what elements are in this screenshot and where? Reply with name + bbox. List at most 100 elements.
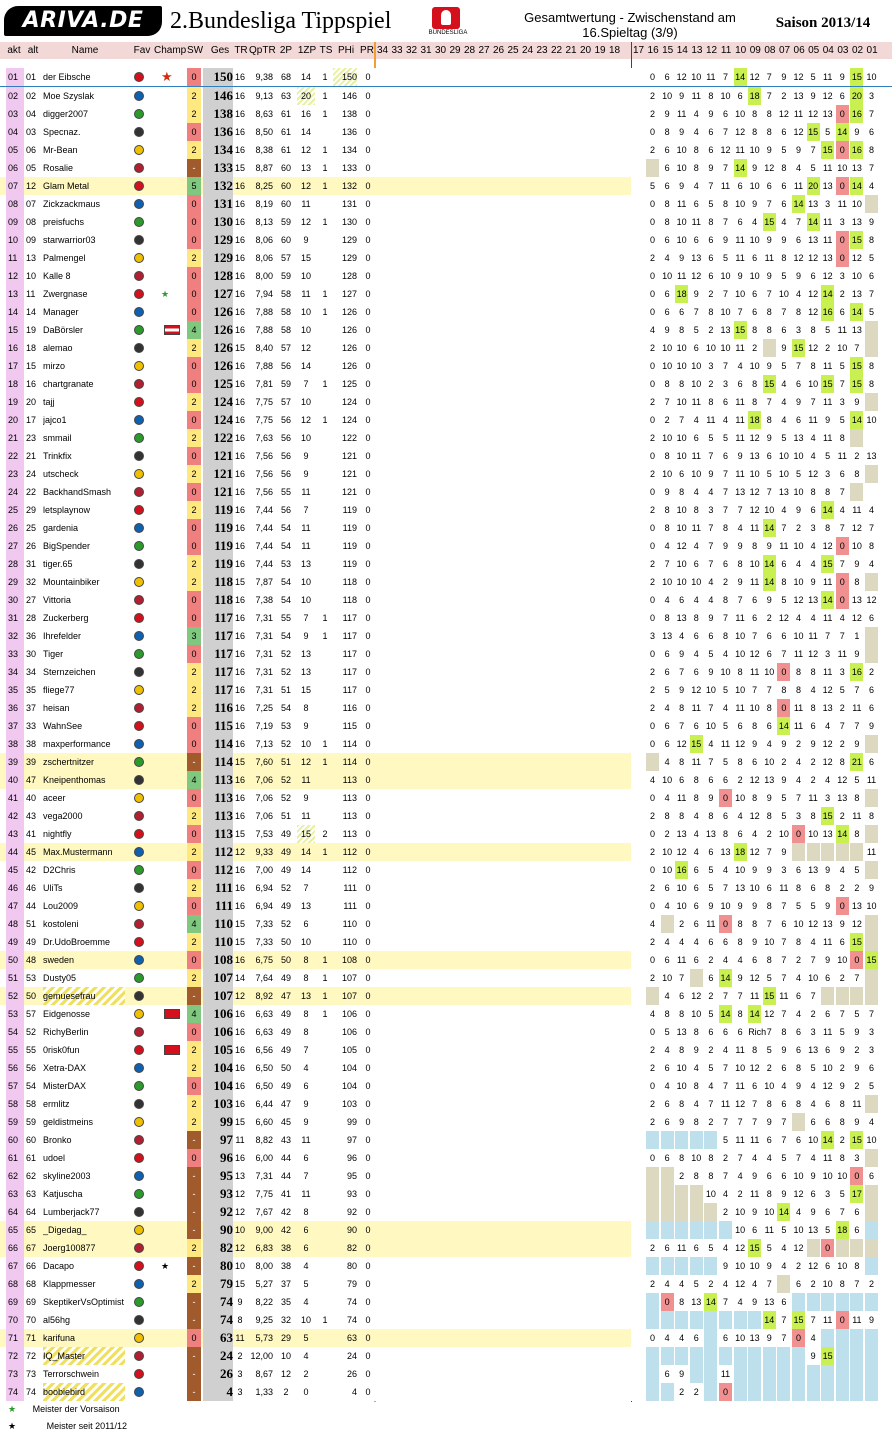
player-name[interactable]: Terrorschwein	[43, 1369, 100, 1379]
table-row[interactable]: 07 12 Glam Metal 5 132 16 8,25 60 12 1 132 0 5 6 9 4 7 11…	[0, 177, 892, 195]
player-name[interactable]: kostoleni	[43, 919, 79, 929]
table-row[interactable]: 47 44 Lou2009 0 111 16 6,94 49 13 111 0 0 4 10 6 9 10 9 9 8…	[0, 897, 892, 915]
player-name[interactable]: Rosalie	[43, 163, 74, 173]
table-row[interactable]: 33 30 Tiger 0 117 16 7,31 52 13 117 0 0 6 9 4 5 4 10 12 6 7 1…	[0, 645, 892, 663]
table-row[interactable]: 37 33 WahnSee 0 115 16 7,19 53 9 115 0 0 6 7 6 10 5 6 8 6 14…	[0, 717, 892, 735]
player-name[interactable]: Katjuscha	[43, 1189, 83, 1199]
table-row[interactable]: 17 15 mirzo 0 126 16 7,88 56 14 126 0 0 10 10 10 3 7 4 10 9…	[0, 357, 892, 375]
table-row[interactable]: 05 06 Mr-Bean 2 134 16 8,38 61 12 1 134 0 2 6 10 8 6 12 11…	[0, 141, 892, 159]
player-name[interactable]: skyline2003	[43, 1171, 91, 1181]
player-name[interactable]: Zuckerberg	[43, 613, 89, 623]
table-row[interactable]: 36 37 heisan 2 116 16 7,25 54 8 116 0 2 4 8 11 7 4 11 10 8 0…	[0, 699, 892, 717]
table-row[interactable]: 06 05 Rosalie -133 15 8,87 60 13 1 133 0 6 10 8 9 7 14 9 1…	[0, 159, 892, 177]
player-name[interactable]: tajj	[43, 397, 55, 407]
player-name[interactable]: Zwergnase	[43, 289, 88, 299]
table-row[interactable]: 50 48 sweden 0 108 16 6,75 50 8 1 108 0 0 6 11 6 2 4 4 6 8 7 2…	[0, 951, 892, 970]
player-name[interactable]: nightfly	[43, 829, 72, 839]
table-row[interactable]: 27 26 BigSpender 0 119 16 7,44 54 11 119 0 0 4 12 4 7 9 9…	[0, 537, 892, 555]
player-name[interactable]: Vittoria	[43, 595, 71, 605]
player-name[interactable]: karifuna	[43, 1333, 76, 1343]
player-name[interactable]: maxperformance	[43, 739, 111, 749]
player-name[interactable]: Max.Mustermann	[43, 847, 113, 857]
player-name[interactable]: Klappmesser	[43, 1279, 96, 1289]
player-name[interactable]: gemuesefrau	[43, 987, 125, 1005]
table-row[interactable]: 68 68 Klappmesser 2 79 15 5,27 37 5 79 0 2 4 4 5 2 4 12 4 7…	[0, 1275, 892, 1293]
player-name[interactable]: tiger.65	[43, 559, 73, 569]
player-name[interactable]: MisterDAX	[43, 1081, 87, 1091]
table-row[interactable]: 40 47 Kneipenthomas 4 113 16 7,06 52 11 113 0 4 10 6 8…	[0, 771, 892, 790]
table-row[interactable]: 71 71 karifuna 0 63 11 5,73 29 5 63 0 0 4 4 6 6 10 13 9 7 0 4	[0, 1329, 892, 1347]
table-row[interactable]: 52 50 gemuesefrau -107 12 8,92 47 13 1 107 0 4 6 12 2 7…	[0, 987, 892, 1005]
table-row[interactable]: 64 64 Lumberjack77-92 12 7,67 42 8 92 0 2 10 9 10 14 4…	[0, 1203, 892, 1221]
player-name[interactable]: utscheck	[43, 469, 79, 479]
table-row[interactable]: 39 39 zschertnitzer -114 15 7,60 51 12 1 114 0 4 8 11…	[0, 753, 892, 771]
player-name[interactable]: preisfuchs	[43, 217, 85, 227]
table-row[interactable]: 42 43 vega2000 2 113 16 7,06 51 11 113 0 2 8 8 4 8 6 4 12 8…	[0, 807, 892, 825]
table-row[interactable]: 38 38 maxperformance 0 114 16 7,13 52 10 1 114 0 0 6 1…	[0, 735, 892, 753]
table-row[interactable]: 43 41 nightfly 0 113 15 7,53 49 15 2 113 0 0 2 13 4 13 8 6…	[0, 825, 892, 843]
table-row[interactable]: 69 69 SkeptikerVsOptimist -74 9 8,22 35 4 74 0 0 8 1…	[0, 1293, 892, 1311]
table-row[interactable]: 09 08 preisfuchs 0 130 16 8,13 59 12 1 130 0 0 8 10 11 8…	[0, 213, 892, 231]
player-name[interactable]: vega2000	[43, 811, 83, 821]
player-name[interactable]: DaBörsler	[43, 325, 84, 335]
table-row[interactable]: 34 34 Sternzeichen 2 117 16 7,31 52 13 117 0 2 6 7 6 9 1…	[0, 663, 892, 681]
player-name[interactable]: Tiger	[43, 649, 64, 659]
player-name[interactable]: Mr-Bean	[43, 145, 78, 155]
player-name[interactable]: aceer	[43, 793, 66, 803]
table-row[interactable]: 67 66 Dacapo ★ -80 10 8,00 38 4 80 0 9 10 10 9 4 2 12 6 10 8	[0, 1257, 892, 1275]
player-name[interactable]: fliege77	[43, 685, 75, 695]
table-row[interactable]: 25 29 letsplaynow 2 119 16 7,44 56 7 119 0 2 8 10 8 3 7 7…	[0, 501, 892, 519]
player-name[interactable]: Zickzackmaus	[43, 199, 101, 209]
table-row[interactable]: 57 54 MisterDAX 0 104 16 6,50 49 6 104 0 0 4 10 8 4 7 11 6…	[0, 1077, 892, 1095]
player-name[interactable]: geldistmeins	[43, 1117, 94, 1127]
player-name[interactable]: heisan	[43, 703, 70, 713]
table-row[interactable]: 14 14 Manager 0 126 16 7,88 58 10 1 126 0 0 6 6 7 8 10 7 6 8…	[0, 303, 892, 321]
player-name[interactable]: Dusty05	[43, 973, 77, 983]
table-row[interactable]: 60 60 Bronko -97 11 8,82 43 11 97 0 5 11 11 6 7 6 10 14 2 1…	[0, 1131, 892, 1150]
player-name[interactable]: Dacapo	[43, 1261, 75, 1271]
player-name[interactable]: Lumberjack77	[43, 1207, 100, 1217]
player-name[interactable]: UliTs	[43, 883, 63, 893]
player-name[interactable]: Bronko	[43, 1135, 72, 1145]
player-name[interactable]: Sternzeichen	[43, 667, 96, 677]
player-name[interactable]: Kneipenthomas	[43, 775, 106, 785]
table-row[interactable]: 28 31 tiger.65 2 119 16 7,44 53 13 119 0 2 7 10 6 7 6 8 10…	[0, 555, 892, 573]
player-name[interactable]: Glam Metal	[43, 181, 90, 191]
player-name[interactable]: der Eibsche	[43, 72, 91, 82]
table-row[interactable]: 45 42 D2Chris 0 112 16 7,00 49 14 112 0 0 10 16 6 5 4 10 9…	[0, 861, 892, 879]
table-row[interactable]: 44 45 Max.Mustermann 2 112 12 9,33 49 14 1 112 0 2 10…	[0, 843, 892, 861]
player-name[interactable]: alemao	[43, 343, 73, 353]
table-row[interactable]: 32 36 Ihrefelder 3 117 16 7,31 54 9 1 117 0 3 13 4 6 6 8 1…	[0, 627, 892, 645]
table-row[interactable]: 16 18 alemao 2 126 15 8,40 57 12 126 0 2 10 10 6 10 10 11…	[0, 339, 892, 357]
table-row[interactable]: 01 01 der Eibsche ★ 0 150 16 9,38 68 14 1 150 0 0 6 12 1…	[0, 68, 892, 88]
player-name[interactable]: _Digedag_	[43, 1225, 87, 1235]
table-row[interactable]: 56 56 Xetra-DAX 2 104 16 6,50 50 4 104 0 2 6 10 4 5 7 10 1…	[0, 1059, 892, 1077]
player-name[interactable]: D2Chris	[43, 865, 76, 875]
table-row[interactable]: 63 63 Katjuscha -93 12 7,75 41 11 93 0 10 4 2 11 8 9 12 6…	[0, 1185, 892, 1203]
table-row[interactable]: 54 52 RichyBerlin 0 106 16 6,63 49 8 106 0 0 5 13 8 6 6 6…	[0, 1023, 892, 1041]
table-row[interactable]: 02 02 Moe Szyslak 2 146 16 9,13 63 20 1 146 0 2 10 9 11…	[0, 87, 892, 105]
table-row[interactable]: 30 27 Vittoria 0 118 16 7,38 54 10 118 0 0 4 6 4 4 8 7 6 9 5…	[0, 591, 892, 610]
player-name[interactable]: chartgranate	[43, 379, 94, 389]
player-name[interactable]: jajco1	[43, 415, 67, 425]
player-name[interactable]: gardenia	[43, 523, 79, 533]
table-row[interactable]: 65 65 _Digedag_ -90 10 9,00 42 6 90 0 10 6 11 5 10 13 5 1…	[0, 1221, 892, 1239]
player-name[interactable]: Xetra-DAX	[43, 1063, 87, 1073]
player-name[interactable]: BigSpender	[43, 541, 91, 551]
player-name[interactable]: SkeptikerVsOptimist	[43, 1297, 125, 1307]
player-name[interactable]: Mountainbiker	[43, 577, 100, 587]
player-name[interactable]: boobiebird	[43, 1383, 125, 1401]
player-name[interactable]: Ihrefelder	[43, 631, 82, 641]
table-row[interactable]: 46 46 UliTs 2 111 16 6,94 52 7 111 0 2 6 10 6 5 7 13 10 6 11…	[0, 879, 892, 897]
player-name[interactable]: al56hg	[43, 1315, 71, 1325]
table-row[interactable]: 13 11 Zwergnase ★ 0 127 16 7,94 58 11 1 127 0 0 6 18 9 2 7…	[0, 285, 892, 303]
player-name[interactable]: Joerg100877	[43, 1243, 96, 1253]
table-row[interactable]: 66 67 Joerg100877 2 82 12 6,83 38 6 82 0 2 6 11 6 5 4 12 1…	[0, 1239, 892, 1257]
table-row[interactable]: 12 10 Kalle 8 0 128 16 8,00 59 10 128 0 0 10 11 12 6 10 9…	[0, 267, 892, 285]
player-name[interactable]: Eidgenosse	[43, 1009, 91, 1019]
table-row[interactable]: 51 53 Dusty05 2 107 14 7,64 49 8 1 107 0 2 10 7 6 14 9 12 5…	[0, 969, 892, 987]
player-name[interactable]: smmail	[43, 433, 72, 443]
table-row[interactable]: 31 28 Zuckerberg 0 117 16 7,31 55 7 1 117 0 0 8 13 8 9 7 1…	[0, 609, 892, 627]
player-name[interactable]: Lou2009	[43, 901, 79, 911]
player-name[interactable]: RichyBerlin	[43, 1027, 89, 1037]
